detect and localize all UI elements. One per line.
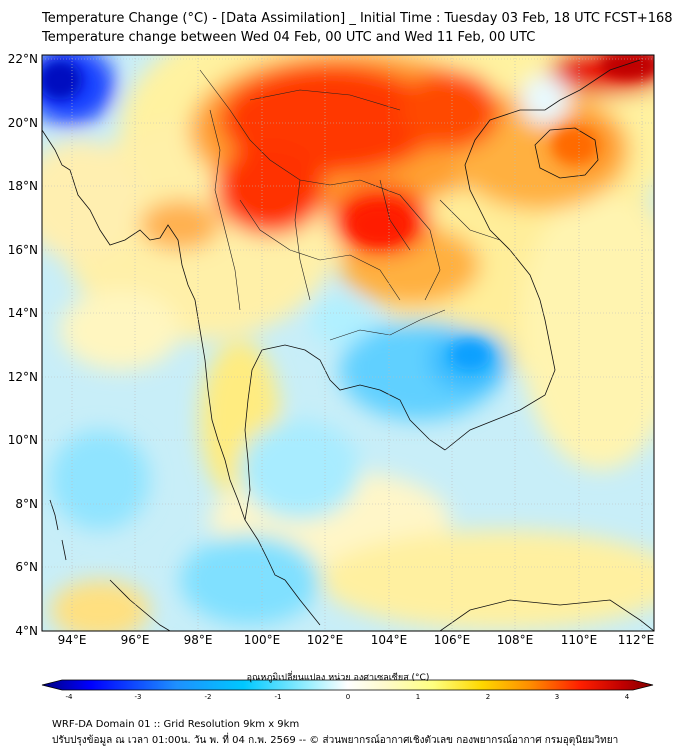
lat-label: 16°N xyxy=(8,243,38,257)
colorbar-tick: 4 xyxy=(625,693,630,701)
lat-label: 6°N xyxy=(15,560,38,574)
lat-label: 22°N xyxy=(8,52,38,66)
colorbar-bar xyxy=(41,679,654,691)
lon-label: 96°E xyxy=(121,633,150,647)
lat-label: 20°N xyxy=(8,116,38,130)
lon-label: 104°E xyxy=(371,633,408,647)
coastlines xyxy=(42,59,654,631)
lat-label: 8°N xyxy=(15,497,38,511)
lat-label: 12°N xyxy=(8,370,38,384)
colorbar-tick: 1 xyxy=(416,693,420,701)
longitude-axis: 94°E 96°E 98°E 100°E 102°E 104°E 106°E 1… xyxy=(58,633,655,647)
lon-label: 110°E xyxy=(561,633,598,647)
map-frame xyxy=(41,54,655,632)
colorbar: -4 -3 -2 -1 0 1 2 3 4 xyxy=(41,679,654,701)
lon-label: 102°E xyxy=(307,633,344,647)
footer-model-info: WRF-DA Domain 01 :: Grid Resolution 9km … xyxy=(52,719,300,730)
footer-credit: ปรับปรุงข้อมูล ณ เวลา 01:00น. วัน พ. ที่… xyxy=(52,735,619,746)
colorbar-tick: -2 xyxy=(205,693,212,701)
lat-label: 10°N xyxy=(8,433,38,447)
colorbar-title: อุณหภูมิเปลี่ยนแปลง หน่วย องศาเซลเซียส (… xyxy=(246,673,430,683)
lat-label: 4°N xyxy=(15,624,38,638)
colorbar-tick: -3 xyxy=(135,693,142,701)
latitude-axis: 22°N 20°N 18°N 16°N 14°N 12°N 10°N 8°N 6… xyxy=(8,52,38,638)
colorbar-tick: -1 xyxy=(275,693,282,701)
lon-label: 98°E xyxy=(184,633,213,647)
map-subtitle: Temperature change between Wed 04 Feb, 0… xyxy=(42,30,536,45)
lon-label: 94°E xyxy=(58,633,87,647)
colorbar-tick: 3 xyxy=(555,693,559,701)
map-title: Temperature Change (°C) - [Data Assimila… xyxy=(42,11,673,26)
lon-label: 100°E xyxy=(244,633,281,647)
colorbar-tick: -4 xyxy=(66,693,74,701)
lat-label: 18°N xyxy=(8,179,38,193)
colorbar-tick: 0 xyxy=(346,693,350,701)
graticule xyxy=(42,55,654,631)
temperature-field xyxy=(42,55,654,631)
colorbar-tick: 2 xyxy=(486,693,490,701)
lat-label: 14°N xyxy=(8,306,38,320)
lon-label: 108°E xyxy=(497,633,534,647)
lon-label: 112°E xyxy=(618,633,655,647)
province-borders xyxy=(199,69,501,341)
lon-label: 106°E xyxy=(434,633,471,647)
